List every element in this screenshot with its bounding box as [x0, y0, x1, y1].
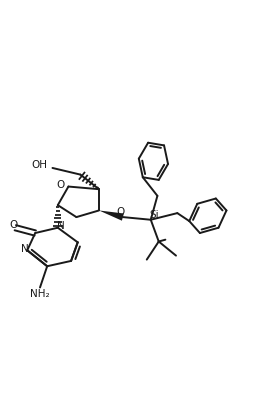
Text: O: O [57, 180, 65, 190]
Polygon shape [99, 210, 124, 221]
Text: N: N [21, 244, 29, 254]
Text: O: O [116, 207, 124, 217]
Text: Si: Si [149, 210, 159, 220]
Text: O: O [10, 220, 18, 230]
Text: N: N [57, 222, 64, 231]
Text: NH₂: NH₂ [30, 289, 50, 299]
Text: OH: OH [31, 160, 47, 170]
